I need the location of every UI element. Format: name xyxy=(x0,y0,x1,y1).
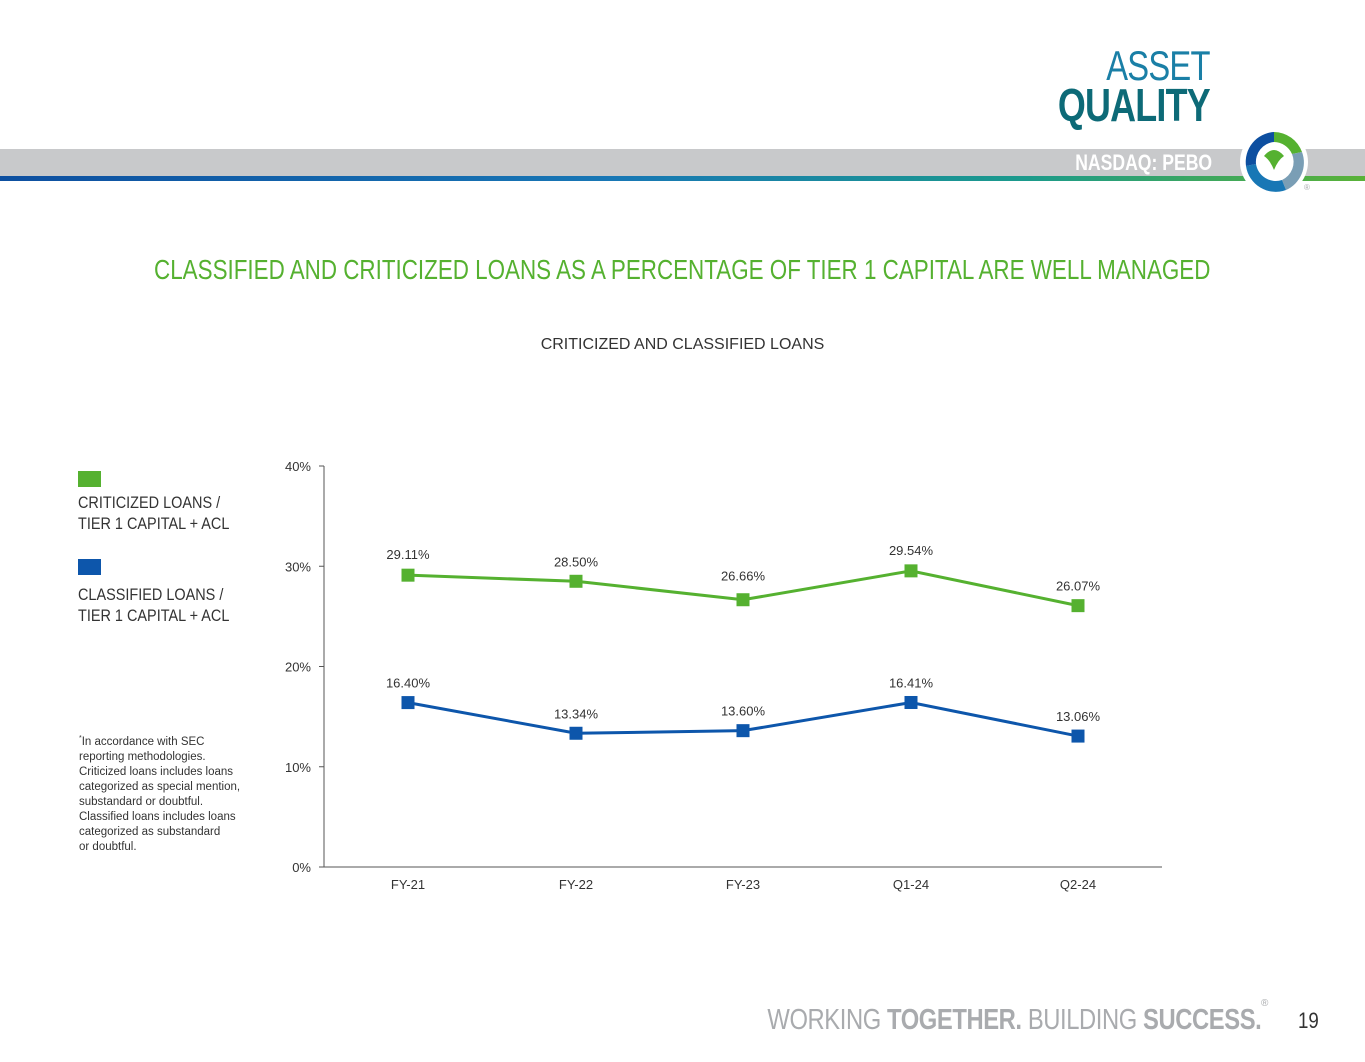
footnote-line: or doubtful. xyxy=(79,840,137,853)
page-headline-text: CLASSIFIED AND CRITICIZED LOANS AS A PER… xyxy=(154,254,1211,285)
header-color-stripe xyxy=(0,176,1365,181)
footnote-line: Classified loans includes loans xyxy=(79,810,236,823)
legend-swatch-classified xyxy=(78,559,101,575)
footer-tagline: WORKING TOGETHER. BUILDING SUCCESS. xyxy=(767,1004,1261,1037)
page-headline: CLASSIFIED AND CRITICIZED LOANS AS A PER… xyxy=(0,254,1365,286)
footnote-marker: * xyxy=(79,735,82,742)
y-tick-label: 40% xyxy=(285,459,311,474)
data-label: 26.66% xyxy=(721,569,766,584)
data-point-marker xyxy=(1071,729,1085,743)
section-title-quality: QUALITY xyxy=(1057,79,1211,131)
x-tick-label: Q2-24 xyxy=(1060,877,1096,892)
tagline-registered-mark: ® xyxy=(1261,998,1269,1009)
x-tick-label: FY-22 xyxy=(559,877,593,892)
y-tick-label: 10% xyxy=(285,760,311,775)
data-point-marker xyxy=(736,593,750,607)
data-label: 29.54% xyxy=(889,543,934,558)
tagline-part-bold: TOGETHER. xyxy=(886,1004,1022,1036)
logo-registered-mark: ® xyxy=(1304,183,1310,192)
footnote-line: reporting methodologies. xyxy=(79,750,206,763)
ticker-label: NASDAQ: PEBO xyxy=(1075,150,1212,175)
legend-label-criticized-line1: CRITICIZED LOANS / xyxy=(78,493,221,512)
data-point-marker xyxy=(569,574,583,588)
y-tick-label: 20% xyxy=(285,660,311,675)
company-logo-icon: ® xyxy=(1240,128,1310,196)
footnote-line: substandard or doubtful. xyxy=(79,795,204,808)
footnote-line: In accordance with SEC xyxy=(81,735,205,748)
tagline-part: BUILDING xyxy=(1021,1004,1143,1036)
legend-swatch-criticized xyxy=(78,471,101,487)
data-point-marker xyxy=(736,724,750,738)
data-label: 28.50% xyxy=(554,554,599,569)
data-label: 13.60% xyxy=(721,704,766,719)
x-tick-label: Q1-24 xyxy=(893,877,929,892)
section-title-asset: ASSET xyxy=(1106,42,1210,89)
data-label: 26.07% xyxy=(1056,579,1101,594)
footnote: *In accordance with SEC reporting method… xyxy=(79,731,259,855)
data-point-marker xyxy=(1071,599,1085,613)
legend-label-classified-line2: TIER 1 CAPITAL + ACL xyxy=(78,606,230,625)
footnote-line: categorized as special mention, xyxy=(79,780,241,793)
header-band xyxy=(0,149,1365,176)
data-label: 13.06% xyxy=(1056,709,1101,724)
data-point-marker xyxy=(401,696,415,710)
legend-label-classified-line1: CLASSIFIED LOANS / xyxy=(78,585,224,604)
tagline-part-bold: SUCCESS. xyxy=(1142,1004,1262,1036)
footnote-line: Criticized loans includes loans xyxy=(79,765,234,778)
y-tick-label: 30% xyxy=(285,559,311,574)
data-label: 16.41% xyxy=(889,675,934,690)
data-point-marker xyxy=(904,695,918,709)
data-point-marker xyxy=(569,726,583,740)
page-number: 19 xyxy=(1298,1008,1319,1033)
x-tick-label: FY-21 xyxy=(391,877,425,892)
chart-title: CRITICIZED AND CLASSIFIED LOANS xyxy=(540,336,825,353)
data-label: 29.11% xyxy=(386,547,430,562)
y-tick-label: 0% xyxy=(292,860,311,875)
data-label: 16.40% xyxy=(386,676,431,691)
x-tick-label: FY-23 xyxy=(726,877,760,892)
footnote-line: categorized as substandard xyxy=(79,825,221,838)
tagline-part: WORKING xyxy=(767,1004,887,1036)
data-point-marker xyxy=(401,568,415,582)
legend-label-classified: CLASSIFIED LOANS / TIER 1 CAPITAL + ACL xyxy=(78,584,229,626)
legend-label-criticized-line2: TIER 1 CAPITAL + ACL xyxy=(78,514,230,533)
data-label: 13.34% xyxy=(554,706,599,721)
legend-label-criticized: CRITICIZED LOANS / TIER 1 CAPITAL + ACL xyxy=(78,492,229,534)
data-point-marker xyxy=(904,564,918,578)
